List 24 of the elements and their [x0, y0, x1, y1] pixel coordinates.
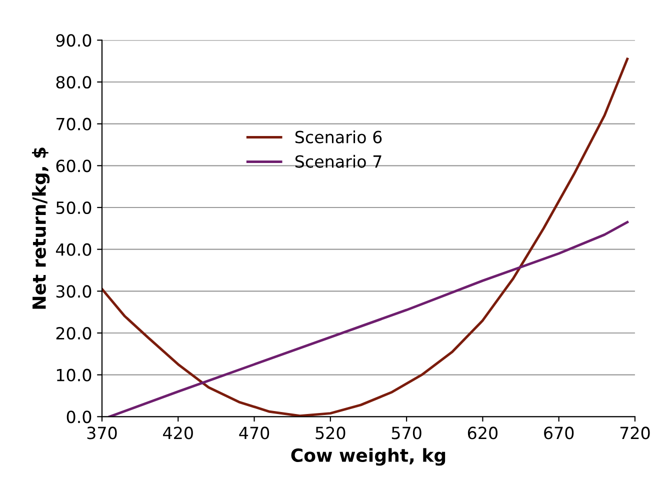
- x-tick-label: 670: [544, 426, 574, 440]
- y-tick-label: 10.0: [56, 368, 92, 382]
- x-tick-label: 720: [620, 426, 650, 440]
- x-tick-label: 420: [163, 426, 193, 440]
- y-tick-label: 30.0: [56, 285, 92, 298]
- line-series: [102, 58, 629, 417]
- line-series: [108, 220, 629, 417]
- x-tick-label: 520: [316, 426, 346, 440]
- x-axis-title: Cow weight, kg: [291, 448, 446, 466]
- y-tick-label: 50.0: [56, 201, 92, 214]
- y-tick-label: 90.0: [56, 34, 92, 47]
- y-tick-label: 80.0: [56, 76, 92, 89]
- x-tick-label: 570: [392, 426, 422, 440]
- x-tick-label: 620: [468, 426, 498, 440]
- y-tick-label: 0.0: [66, 410, 92, 424]
- x-tick-label: 370: [87, 426, 117, 440]
- y-tick-label: 40.0: [56, 243, 92, 256]
- legend-label: Scenario 6: [295, 130, 382, 144]
- y-tick-label: 20.0: [56, 326, 92, 340]
- y-axis-title: Net return/kg, $: [32, 148, 50, 309]
- x-tick-label: 470: [239, 426, 270, 440]
- y-tick-label: 70.0: [56, 118, 92, 130]
- y-tick-label: 60.0: [56, 160, 92, 172]
- legend-label: Scenario 7: [295, 154, 382, 168]
